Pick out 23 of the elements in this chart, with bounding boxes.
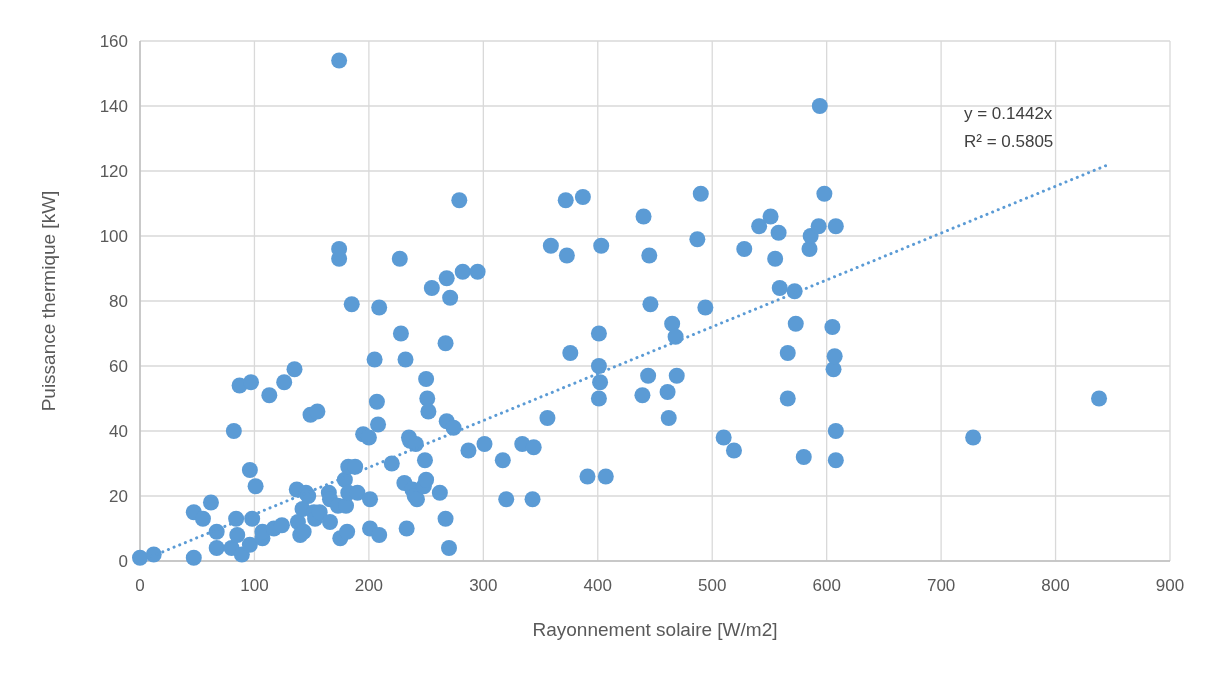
annotation: y = 0.1442x <box>964 104 1053 123</box>
x-tick-label: 300 <box>469 576 498 595</box>
y-tick-label: 120 <box>99 161 128 181</box>
x-tick-label: 0 <box>135 576 145 595</box>
x-tick-label: 200 <box>354 576 384 595</box>
x-tick-label: 400 <box>583 576 612 595</box>
y-tick-label: 80 <box>109 291 128 311</box>
y-tick-label: 140 <box>99 96 128 116</box>
x-axis-title: Rayonnement solaire [W/m2] <box>532 619 778 640</box>
x-tick-label: 800 <box>1041 576 1070 595</box>
x-tick-label: 100 <box>240 576 269 595</box>
x-tick-label: 500 <box>698 576 727 595</box>
annotation: R² = 0.5805 <box>964 132 1054 151</box>
x-tick-label: 900 <box>1155 576 1185 595</box>
x-tick-label: 600 <box>812 576 841 595</box>
y-tick-label: 0 <box>118 551 128 571</box>
y-tick-label: 20 <box>109 486 128 506</box>
y-tick-label: 100 <box>99 226 128 246</box>
x-tick-label: 700 <box>926 576 956 595</box>
y-tick-label: 160 <box>99 31 128 51</box>
y-tick-label: 60 <box>109 356 128 376</box>
y-axis-title: Puissance thermique [kW] <box>38 190 59 412</box>
y-tick-label: 40 <box>109 421 128 441</box>
